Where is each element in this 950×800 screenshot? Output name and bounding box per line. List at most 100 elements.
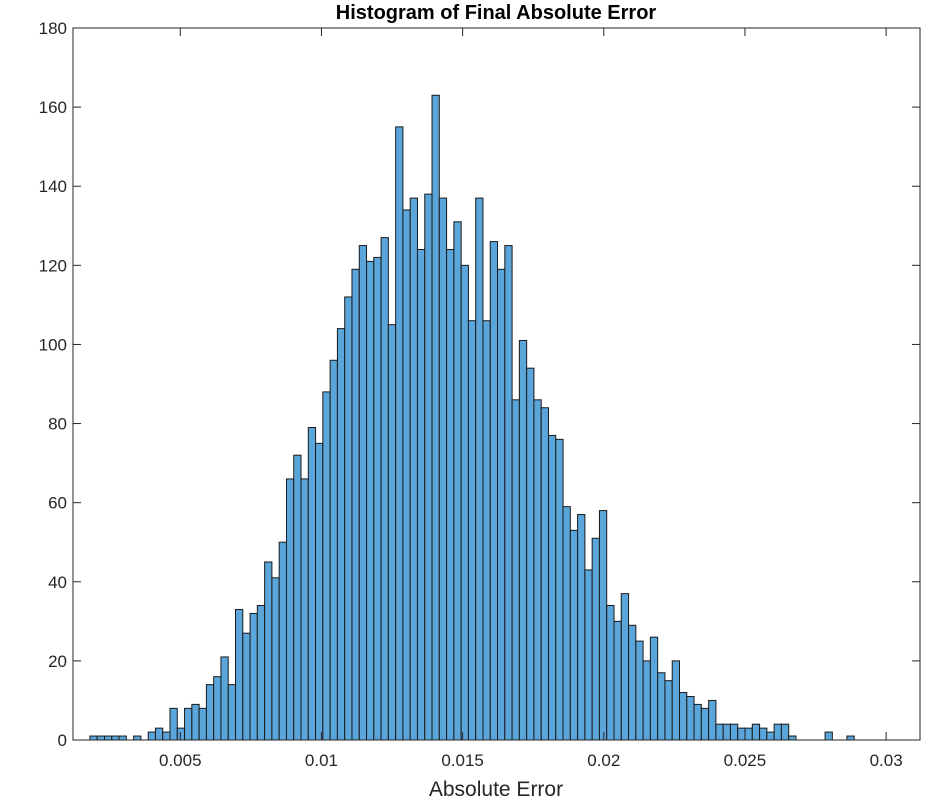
histogram-bar [315,442,324,741]
histogram-bar [642,660,651,741]
histogram-bar [489,241,499,741]
histogram-bar [329,359,338,741]
histogram-bar [198,707,207,741]
histogram-bar [788,735,797,741]
histogram-bar [366,260,375,741]
histogram-bar [780,723,790,741]
histogram-bar [453,221,462,741]
y-tick-label: 60 [48,494,67,513]
histogram-bar [598,510,608,741]
histogram-bar [249,612,258,741]
histogram-bar [649,636,659,741]
histogram-bar [460,264,469,741]
histogram-bar [293,454,302,741]
histogram-bar [722,723,731,741]
y-axis: 0 20 40 60 80 100 120 140 160 180 [39,19,920,750]
histogram-bar [708,699,717,741]
histogram-bar [620,593,630,741]
histogram-bar [482,320,491,741]
histogram-bar [227,684,237,741]
histogram-bar [395,126,404,741]
histogram-bar [322,391,331,741]
histogram-bar [664,680,673,741]
histogram-bar [358,245,368,741]
histogram-bar [584,569,593,741]
histogram-bar [256,605,266,741]
histogram-bar [467,320,477,741]
histogram-bar [846,735,855,741]
x-axis-label: Absolute Error [429,778,563,800]
histogram-bar [657,672,666,741]
histogram-bar [264,561,273,741]
histogram-bar [147,731,156,741]
histogram-bar [773,723,782,741]
histogram-bar [540,407,549,741]
histogram-bar [679,692,688,741]
histogram-bar [300,478,309,741]
histogram-bar [751,723,761,741]
x-tick-label: 0.015 [441,751,484,770]
histogram-bar [606,605,615,741]
histogram-bar [562,506,571,741]
histogram-bar [271,577,280,741]
histogram-bar [118,735,127,741]
histogram-bar [162,731,171,741]
histogram-bar [591,537,600,741]
histogram-bar [242,632,251,741]
y-tick-label: 20 [48,652,67,671]
bars-group [89,94,855,741]
histogram-bar [693,703,702,741]
y-tick-label: 0 [58,731,67,750]
histogram-bar [220,656,229,741]
y-tick-label: 140 [39,177,67,196]
histogram-bar [729,723,739,741]
y-tick-label: 160 [39,98,67,117]
histogram-bar [744,727,753,741]
histogram-bar [104,735,113,741]
histogram-bar [96,735,106,741]
histogram-bar [387,324,397,741]
y-tick-label: 120 [39,256,67,275]
histogram-bar [213,676,222,741]
histogram-bar [176,727,186,741]
x-tick-label: 0.005 [159,751,202,770]
histogram-bar [555,438,564,741]
y-tick-label: 180 [39,19,67,38]
histogram-bar [759,727,768,741]
x-tick-label: 0.01 [305,751,338,770]
y-tick-label: 100 [39,335,67,354]
x-tick-label: 0.02 [587,751,620,770]
histogram-bar [737,727,746,741]
histogram-bar [111,735,120,741]
histogram-bar [285,478,295,741]
y-tick-label: 80 [48,415,67,434]
histogram-bar [336,328,346,741]
histogram-bar [402,209,411,741]
histogram-bar [635,640,644,741]
histogram-bar [511,399,520,741]
histogram-bar [133,735,142,741]
histogram-bar [307,427,317,741]
histogram-bar [526,367,535,741]
histogram-bar [205,684,215,741]
histogram-bar [380,237,389,741]
histogram-bar [497,268,506,741]
histogram-bar [89,735,98,741]
x-axis: 0.005 0.01 0.015 0.02 0.025 0.03 [159,28,903,770]
histogram-bar [547,434,557,741]
histogram-bar [475,197,484,741]
histogram-bar [824,731,833,741]
histogram-bar [416,249,426,741]
histogram-bar [431,94,440,741]
histogram-bar [671,660,680,741]
plot-frame [72,27,921,741]
x-tick-label: 0.03 [870,751,903,770]
histogram-bar [235,608,244,741]
histogram-bar [351,268,360,741]
histogram-bar [344,296,353,741]
histogram-bar [569,529,579,741]
histogram-bar [533,399,542,741]
y-tick-label: 40 [48,573,67,592]
histogram-bar [686,695,695,741]
histogram-bar [424,193,433,741]
